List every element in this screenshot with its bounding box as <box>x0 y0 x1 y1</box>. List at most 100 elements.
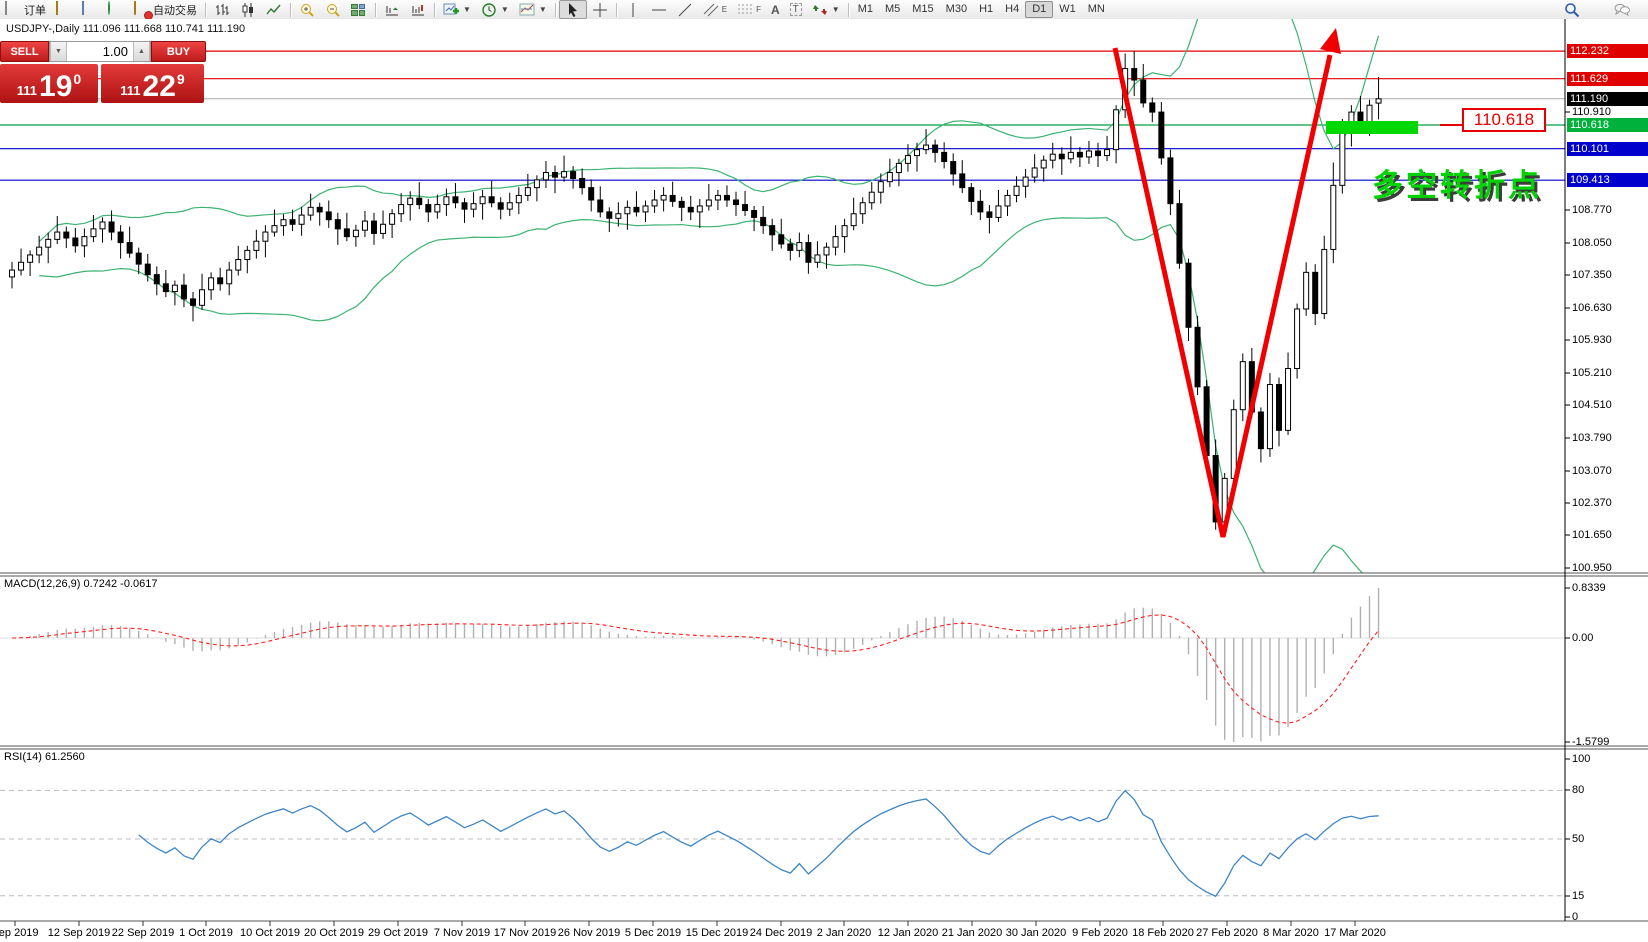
timeframe-h4[interactable]: H4 <box>1005 3 1020 15</box>
axis-tick-label: 105.930 <box>1572 334 1612 346</box>
toolbar: 订单 自动交易 <box>0 0 1648 20</box>
vertical-line-icon <box>632 2 634 17</box>
horizontal-line-button[interactable] <box>646 1 672 18</box>
price-badge: 111.190 <box>1567 92 1648 106</box>
timeframe-m15[interactable]: M15 <box>912 3 934 15</box>
sell-button[interactable]: SELL <box>0 41 49 62</box>
cursor-icon <box>568 2 577 17</box>
price-callout[interactable]: 110.618 <box>1462 108 1546 132</box>
timeframe-m1[interactable]: M1 <box>857 3 873 15</box>
rsi-label: RSI(14) 61.2560 <box>4 751 85 763</box>
timeframe-mn[interactable]: MN <box>1087 3 1105 15</box>
axis-tick-label: 107.350 <box>1572 269 1612 281</box>
toolbar-separator <box>554 2 556 17</box>
new-chart-button[interactable]: ▼ <box>438 1 476 18</box>
zoom-out-button[interactable] <box>320 1 346 18</box>
bar-chart-icon <box>216 3 229 15</box>
axis-tick-label: 103.070 <box>1572 465 1612 477</box>
price-badge: 109.413 <box>1567 173 1648 187</box>
buy-button[interactable]: BUY <box>151 41 206 62</box>
timeframe-w1[interactable]: W1 <box>1059 3 1076 15</box>
macd-label: MACD(12,26,9) 0.7242 -0.0617 <box>4 578 158 590</box>
text-button[interactable]: A <box>766 1 785 18</box>
date-tick-label: 17 Nov 2019 <box>493 927 557 939</box>
line-chart-icon <box>266 4 281 14</box>
axis-tick-label: 50 <box>1572 833 1585 845</box>
zoom-in-button[interactable] <box>294 1 320 18</box>
channel-letter: E <box>721 5 728 14</box>
line-chart-button[interactable] <box>261 1 287 18</box>
fibonacci-button[interactable]: F <box>732 1 766 18</box>
auto-trading-button[interactable]: 自动交易 <box>129 0 202 18</box>
periods-button[interactable]: ▼ <box>476 1 514 18</box>
sell-price-display[interactable]: 111 19 0 <box>0 64 98 103</box>
chart-shift-button[interactable] <box>405 1 431 18</box>
chat-icon[interactable] <box>1614 2 1630 18</box>
axis-tick-label: 0.8339 <box>1572 582 1606 594</box>
axis-tick-label: 100 <box>1572 753 1591 765</box>
signals-button[interactable] <box>103 0 129 18</box>
shapes-button[interactable]: ▼ <box>807 1 845 18</box>
date-tick-label: 20 Oct 2019 <box>304 927 364 939</box>
new-order-icon <box>5 0 7 15</box>
equidistant-channel-icon <box>703 3 719 16</box>
vertical-line-button[interactable] <box>620 1 646 18</box>
axis-tick-label: 102.370 <box>1572 497 1612 509</box>
toolbar-separator <box>434 2 435 17</box>
bar-chart-button[interactable] <box>209 1 235 18</box>
volume-stepper: ▼ 1.00 ▲ <box>49 41 151 62</box>
horizontal-line-icon <box>651 9 666 10</box>
text-label-button[interactable]: T <box>785 1 807 18</box>
crosshair-button[interactable] <box>587 1 613 18</box>
search-icon[interactable] <box>1564 2 1580 18</box>
date-tick-label: 24 Dec 2019 <box>749 927 813 939</box>
date-tick-label: Sep 2019 <box>0 927 39 939</box>
candlestick-chart-button[interactable] <box>235 1 261 18</box>
trendline-icon <box>678 3 692 16</box>
volume-decrease-button[interactable]: ▼ <box>50 42 67 61</box>
candlestick-chart-icon <box>242 2 253 17</box>
turning-point-annotation: 多空转折点 <box>1372 168 1542 203</box>
cursor-button[interactable] <box>558 0 587 19</box>
sell-price-small: 111 <box>16 83 38 98</box>
date-tick-label: 5 Dec 2019 <box>624 927 682 939</box>
axis-tick-label: 80 <box>1572 784 1585 796</box>
tile-windows-button[interactable] <box>346 1 372 18</box>
trendline-button[interactable] <box>672 1 698 18</box>
zoom-out-icon <box>327 3 340 17</box>
new-order-button[interactable]: 订单 <box>0 0 51 18</box>
timeframe-h1[interactable]: H1 <box>979 3 994 15</box>
toolbar-separator <box>847 2 849 17</box>
dropdown-caret-icon: ▼ <box>463 5 471 14</box>
timeframe-m30[interactable]: M30 <box>945 3 968 15</box>
axis-tick-label: 0.00 <box>1572 632 1594 644</box>
data-window-icon <box>82 0 84 15</box>
axis-tick-label: -1.5799 <box>1572 736 1610 748</box>
crosshair-icon <box>592 2 607 17</box>
axis-tick-label: 103.790 <box>1572 432 1612 444</box>
volume-input[interactable]: 1.00 <box>102 44 128 59</box>
timeframe-m5[interactable]: M5 <box>884 3 901 15</box>
template-icon <box>519 3 535 15</box>
data-window-button[interactable] <box>77 0 103 18</box>
axis-tick-label: 106.630 <box>1572 302 1612 314</box>
templates-button[interactable]: ▼ <box>514 1 552 18</box>
channel-button[interactable]: E <box>698 1 732 18</box>
price-badge: 111.629 <box>1567 72 1648 86</box>
buy-price-sup: 9 <box>176 71 185 87</box>
auto-scroll-button[interactable] <box>379 1 405 18</box>
axis-tick-label: 104.510 <box>1572 399 1612 411</box>
date-tick-label: 10 Oct 2019 <box>240 927 300 939</box>
fibonacci-letter: F <box>756 5 761 14</box>
auto-scroll-icon <box>386 5 398 15</box>
axis-tick-label: 108.050 <box>1572 237 1612 249</box>
buy-price-display[interactable]: 111 22 9 <box>101 64 204 103</box>
volume-increase-button[interactable]: ▲ <box>133 42 150 61</box>
timeframe-d1[interactable]: D1 <box>1025 1 1054 18</box>
toolbar-separator <box>375 2 376 17</box>
date-tick-label: 22 Sep 2019 <box>111 927 175 939</box>
signal-icon <box>108 0 110 15</box>
one-click-trading-panel: SELL ▼ 1.00 ▲ BUY 111 19 0 111 22 9 <box>0 41 206 103</box>
